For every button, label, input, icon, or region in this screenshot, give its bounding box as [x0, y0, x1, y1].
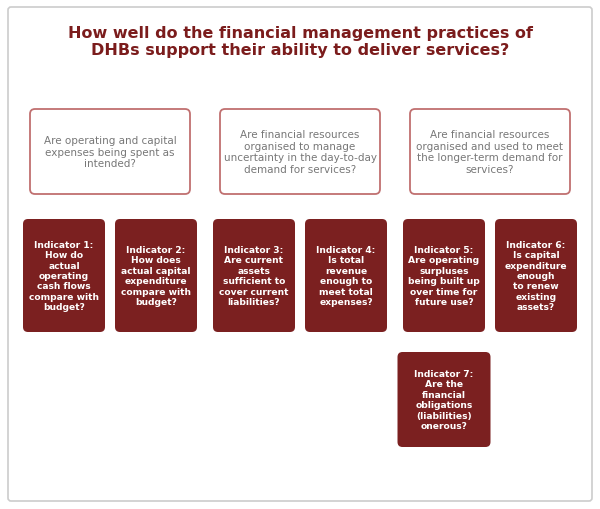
FancyBboxPatch shape — [410, 110, 570, 194]
FancyBboxPatch shape — [403, 219, 485, 332]
FancyBboxPatch shape — [23, 219, 105, 332]
Text: Indicator 2:
How does
actual capital
expenditure
compare with
budget?: Indicator 2: How does actual capital exp… — [121, 245, 191, 306]
Text: Indicator 3:
Are current
assets
sufficient to
cover current
liabilities?: Indicator 3: Are current assets sufficie… — [219, 245, 289, 306]
Text: Indicator 4:
Is total
revenue
enough to
meet total
expenses?: Indicator 4: Is total revenue enough to … — [316, 245, 376, 306]
FancyBboxPatch shape — [115, 219, 197, 332]
Text: Are financial resources
organised and used to meet
the longer-term demand for
se: Are financial resources organised and us… — [416, 130, 563, 175]
FancyBboxPatch shape — [213, 219, 295, 332]
Text: Indicator 1:
How do
actual
operating
cash flows
compare with
budget?: Indicator 1: How do actual operating cas… — [29, 240, 99, 312]
FancyBboxPatch shape — [305, 219, 387, 332]
Text: Indicator 7:
Are the
financial
obligations
(liabilities)
onerous?: Indicator 7: Are the financial obligatio… — [415, 369, 473, 430]
FancyBboxPatch shape — [220, 110, 380, 194]
FancyBboxPatch shape — [30, 110, 190, 194]
FancyBboxPatch shape — [8, 8, 592, 501]
FancyBboxPatch shape — [495, 219, 577, 332]
Text: Are operating and capital
expenses being spent as
intended?: Are operating and capital expenses being… — [44, 135, 176, 169]
Text: Indicator 5:
Are operating
surpluses
being built up
over time for
future use?: Indicator 5: Are operating surpluses bei… — [408, 245, 480, 306]
Text: Indicator 6:
Is capital
expenditure
enough
to renew
existing
assets?: Indicator 6: Is capital expenditure enou… — [505, 240, 568, 312]
Text: How well do the financial management practices of
DHBs support their ability to : How well do the financial management pra… — [67, 26, 533, 58]
Text: Are financial resources
organised to manage
uncertainty in the day-to-day
demand: Are financial resources organised to man… — [223, 130, 377, 175]
FancyBboxPatch shape — [398, 352, 491, 447]
